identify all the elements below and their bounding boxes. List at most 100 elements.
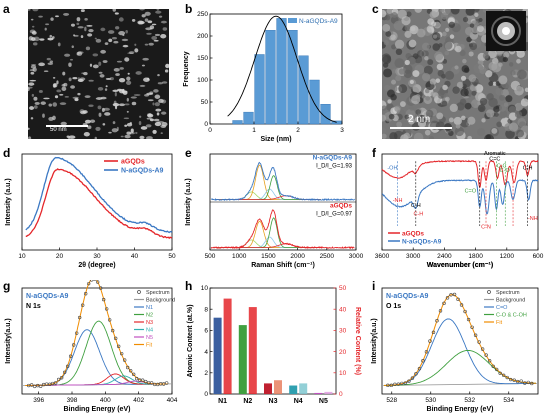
gaussian-fit-curve bbox=[227, 15, 337, 123]
lattice-spot bbox=[460, 88, 469, 97]
tem-dot bbox=[28, 127, 30, 130]
scalebar-c-label: 2 nm bbox=[408, 114, 431, 125]
plot-frame bbox=[381, 287, 539, 395]
tem-dot bbox=[50, 17, 54, 21]
tem-dot bbox=[146, 32, 152, 35]
lattice-spot bbox=[421, 42, 430, 51]
lattice-spot bbox=[459, 98, 467, 106]
x-tick-label: 1 bbox=[252, 127, 256, 134]
spectrum-point bbox=[125, 365, 130, 370]
lattice-spot bbox=[383, 68, 393, 78]
legend-label: Background bbox=[496, 298, 525, 304]
tem-dot bbox=[160, 124, 167, 128]
tem-dot bbox=[31, 93, 35, 97]
x-tick-label: 1500 bbox=[261, 253, 276, 260]
x-tick-label: 1200 bbox=[500, 253, 515, 260]
tem-dot bbox=[87, 33, 93, 37]
chart-h: 0 2 4 6 8 10 Atomic Content (at.%) 0 10 20 30 40 50 R… bbox=[187, 285, 361, 405]
tem-dot bbox=[32, 9, 39, 12]
tem-dot bbox=[161, 81, 168, 84]
tem-dot bbox=[154, 33, 161, 36]
tem-dot bbox=[155, 108, 162, 112]
lattice-spot bbox=[415, 109, 422, 115]
band-annotation: C-H bbox=[414, 211, 424, 217]
tem-dot bbox=[113, 40, 119, 44]
lattice-spot bbox=[468, 51, 474, 57]
spectrum-point bbox=[393, 382, 397, 387]
relative-content-bar bbox=[223, 298, 232, 394]
spectrum-point bbox=[164, 381, 169, 385]
tem-dot bbox=[139, 135, 145, 139]
spectrum-point bbox=[389, 383, 394, 388]
lattice-spot bbox=[448, 117, 454, 123]
tem-dot bbox=[122, 44, 129, 48]
tem-dot bbox=[31, 37, 36, 42]
lattice-spot bbox=[486, 109, 495, 118]
fit-line bbox=[384, 294, 536, 386]
panel-label-f: f bbox=[372, 146, 376, 160]
spectrum-point bbox=[116, 344, 121, 349]
tem-dot bbox=[107, 30, 115, 34]
tem-dot bbox=[127, 72, 130, 75]
tem-dot bbox=[100, 49, 106, 54]
y-tick-label: 250 bbox=[197, 11, 208, 18]
lattice-spot bbox=[413, 132, 424, 139]
lattice-spot bbox=[416, 50, 425, 58]
tem-dot bbox=[135, 71, 142, 75]
lattice-spot bbox=[516, 58, 521, 64]
lattice-spot bbox=[503, 51, 510, 59]
lattice-spot bbox=[432, 43, 441, 51]
tem-dot bbox=[47, 37, 54, 41]
category-label: N4 bbox=[294, 398, 303, 405]
y2-tick-label: 30 bbox=[339, 328, 347, 335]
lattice-spot bbox=[482, 52, 490, 59]
band-annotation: C=O bbox=[465, 188, 477, 194]
lattice-spot bbox=[408, 117, 415, 125]
lattice-spot bbox=[454, 126, 465, 137]
lattice-spot bbox=[473, 82, 478, 87]
tem-dot bbox=[98, 112, 102, 117]
spectrum-point bbox=[56, 377, 61, 382]
tem-dot bbox=[70, 23, 75, 27]
tem-dot bbox=[52, 115, 56, 121]
tem-dot bbox=[63, 12, 70, 16]
tem-dot bbox=[42, 113, 45, 118]
tem-dot bbox=[102, 60, 108, 63]
tem-dot bbox=[60, 121, 67, 126]
fft-inset bbox=[486, 11, 526, 51]
spectrum-point bbox=[410, 376, 415, 380]
spectrum-point bbox=[119, 351, 124, 356]
lattice-spot bbox=[385, 31, 392, 37]
y-axis-label: Intensity (a.u.) bbox=[5, 178, 12, 225]
tem-dot bbox=[112, 103, 120, 107]
tem-dot bbox=[77, 78, 84, 82]
lattice-spot bbox=[514, 110, 523, 119]
tem-dot bbox=[126, 122, 133, 127]
x-tick-label: 2000 bbox=[290, 253, 305, 260]
tem-dot bbox=[113, 100, 117, 105]
x-tick-label: 2 bbox=[296, 127, 300, 134]
tem-dot bbox=[160, 33, 167, 39]
x-axis-label: 2θ (degree) bbox=[78, 262, 115, 269]
x-axis-label: Wavenumber (cm⁻¹) bbox=[427, 262, 493, 269]
lattice-spot bbox=[498, 94, 506, 101]
x-axis-label: Wavenumber (cm⁻¹) bbox=[427, 262, 493, 269]
tem-dot bbox=[161, 111, 167, 115]
spectrum-point bbox=[487, 359, 492, 363]
lattice-spot bbox=[403, 132, 410, 139]
tem-dot bbox=[47, 62, 54, 65]
lattice-spot bbox=[477, 104, 486, 113]
tem-dot bbox=[33, 105, 38, 109]
spectrum-point bbox=[417, 366, 422, 371]
tem-dot bbox=[105, 85, 108, 88]
x-tick-label: 532 bbox=[464, 397, 475, 404]
spectrum-point bbox=[86, 281, 91, 286]
atomic-content-bar bbox=[264, 383, 272, 394]
tem-dot bbox=[68, 77, 72, 82]
lattice-spot bbox=[510, 69, 516, 76]
spectrum-point bbox=[131, 372, 136, 377]
tem-dot bbox=[49, 60, 54, 64]
x-tick-label: 534 bbox=[503, 397, 514, 404]
tem-dot bbox=[165, 63, 169, 69]
lattice-spot bbox=[429, 78, 437, 86]
